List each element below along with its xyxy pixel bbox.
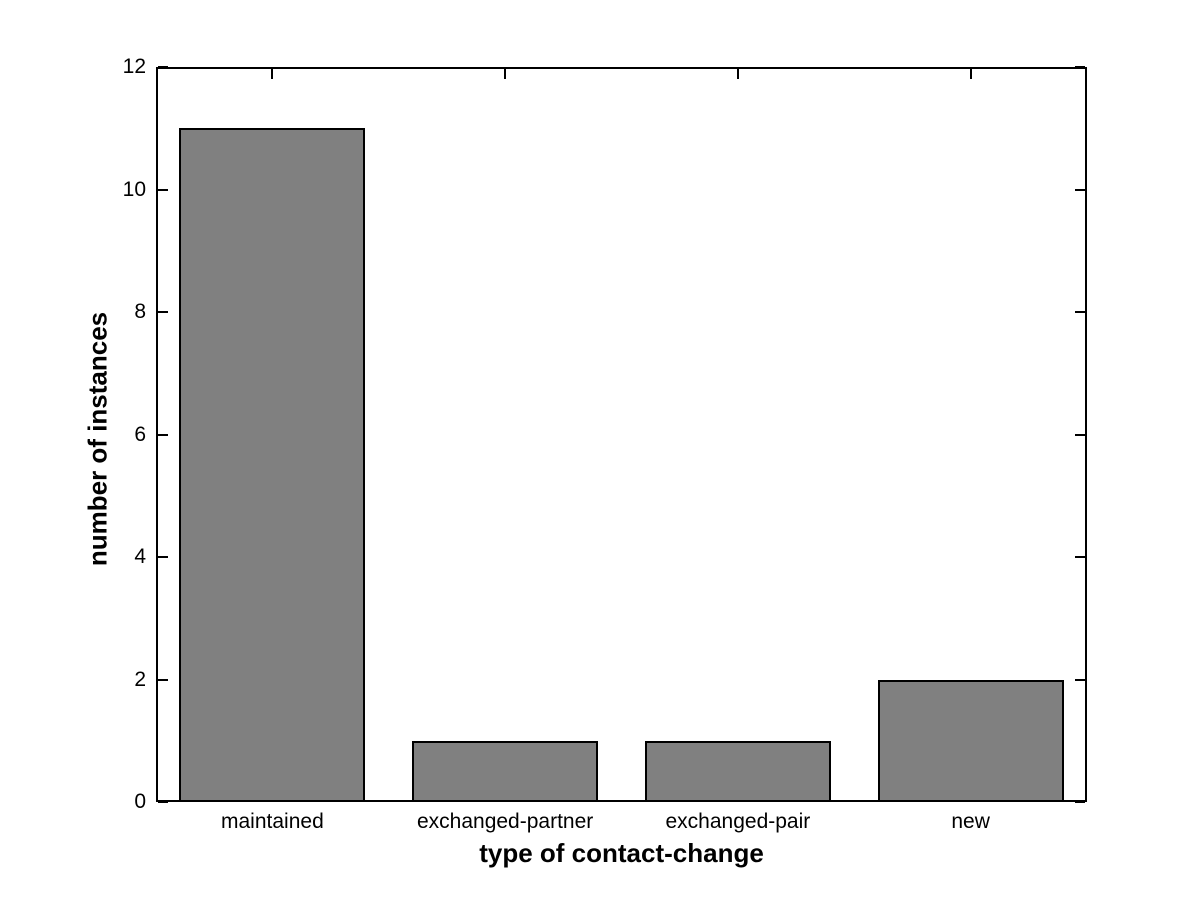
- y-tick-right: [1075, 433, 1085, 436]
- y-tick-label: 2: [134, 667, 146, 691]
- y-tick-left: [158, 66, 168, 68]
- bar-maintained: [179, 128, 366, 802]
- y-tick-right: [1075, 311, 1085, 313]
- y-tick-left: [158, 311, 168, 313]
- x-tick-top: [969, 69, 972, 79]
- plot-area: [156, 67, 1087, 802]
- x-tick-label: maintained: [221, 810, 324, 833]
- y-tick-label: 4: [134, 545, 146, 568]
- y-tick-right: [1075, 188, 1085, 191]
- y-tick-label: 10: [122, 177, 146, 201]
- y-tick-label: 12: [122, 55, 146, 78]
- x-tick-label: new: [951, 810, 990, 833]
- y-tick-right: [1075, 678, 1085, 681]
- y-tick-label: 0: [134, 790, 146, 813]
- x-tick-label: exchanged-pair: [665, 810, 811, 833]
- y-tick-left: [158, 556, 168, 558]
- y-tick-right: [1075, 801, 1085, 803]
- bar-exchanged-pair: [644, 740, 831, 802]
- x-tick-top: [736, 69, 739, 79]
- bar-new: [877, 679, 1064, 802]
- x-tick-top: [504, 69, 507, 79]
- x-axis-label: type of contact-change: [479, 838, 764, 868]
- x-tick-label: exchanged-partner: [416, 810, 594, 833]
- y-tick-left: [158, 188, 168, 191]
- bar-exchanged-partner: [412, 740, 599, 802]
- y-tick-left: [158, 801, 168, 803]
- x-tick-top: [271, 69, 274, 79]
- y-tick-label: 8: [134, 300, 146, 323]
- y-tick-left: [158, 433, 168, 436]
- y-tick-left: [158, 678, 168, 681]
- y-tick-right: [1075, 66, 1085, 68]
- y-tick-right: [1075, 556, 1085, 558]
- y-tick-label: 6: [134, 422, 146, 446]
